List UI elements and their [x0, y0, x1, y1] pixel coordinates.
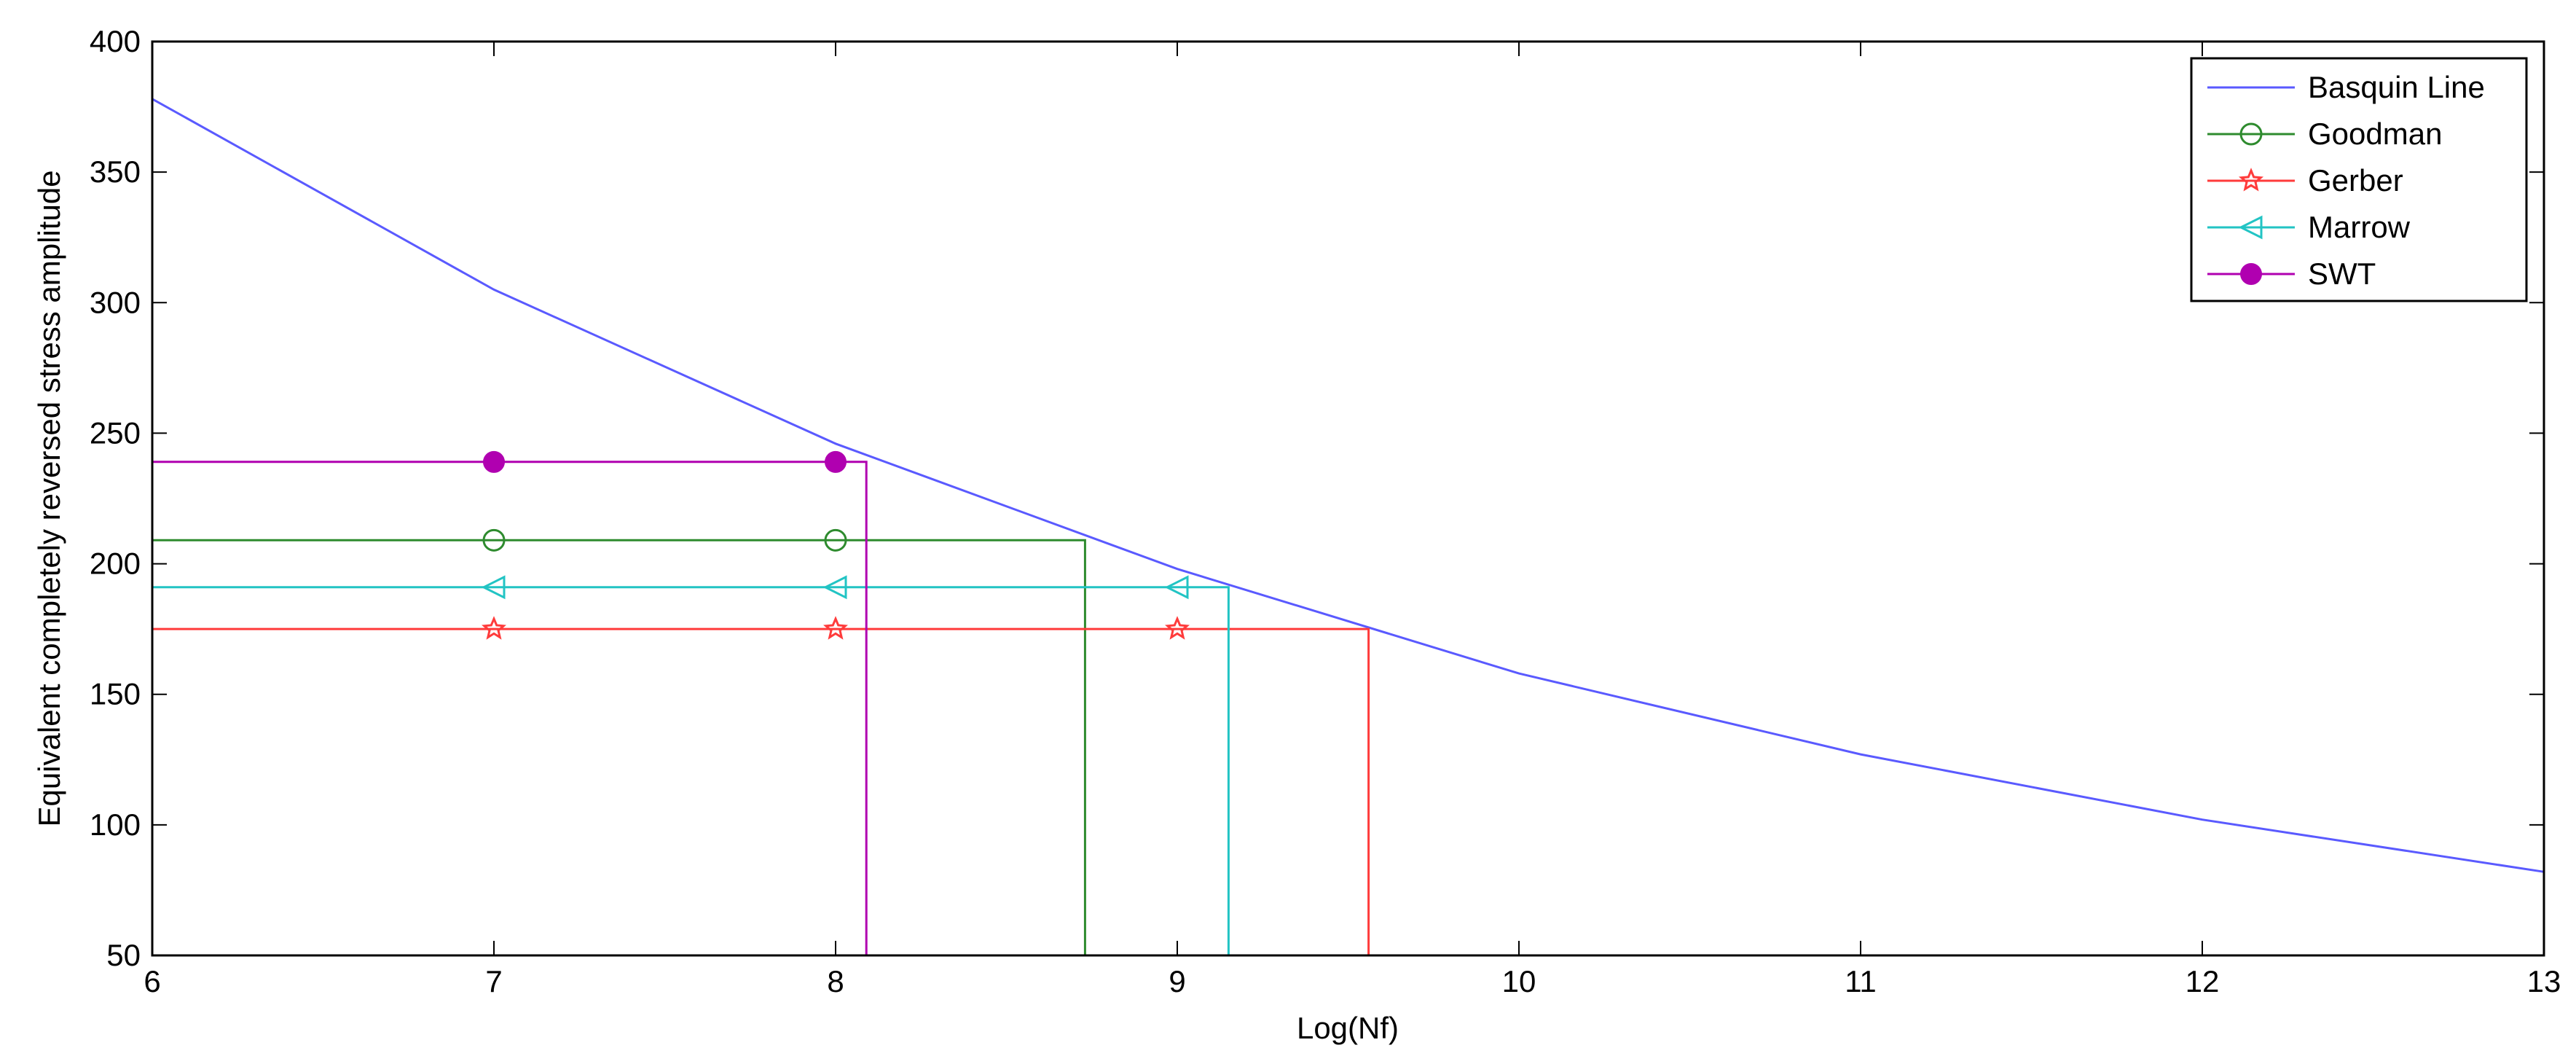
legend-label-basquin-line: Basquin Line [2308, 70, 2485, 104]
series-markers [481, 450, 1190, 640]
series-line-marrow [152, 586, 1230, 955]
legend-marker-gerber [2238, 168, 2264, 192]
plot-area [152, 42, 2544, 955]
data-point-marrow [1164, 575, 1189, 600]
legend-marker-swt [2240, 263, 2262, 285]
x-tick-label: 11 [1845, 964, 1877, 998]
axis-ticks: 6 7 8 9 10 11 12 13 50 100 150 200 250 300 350 400 [90, 24, 2561, 998]
data-point-gerber [1165, 616, 1190, 640]
series-line-basquin-line [152, 98, 2545, 873]
series-line-goodman [152, 539, 1086, 955]
y-tick-label: 400 [90, 24, 141, 58]
data-point-swt [483, 450, 505, 473]
y-axis-label: Equivalent completely reversed stress am… [32, 170, 66, 826]
y-tick-label: 50 [106, 938, 141, 972]
x-tick-label: 10 [1502, 964, 1536, 998]
y-tick-label: 100 [90, 807, 141, 842]
series-line-gerber [152, 627, 1370, 955]
legend-label-gerber: Gerber [2308, 163, 2403, 197]
x-tick-label: 9 [1169, 964, 1185, 998]
data-point-swt [825, 450, 847, 473]
plot-frame [151, 40, 2545, 957]
series-lines [152, 98, 2545, 955]
legend-label-swt: SWT [2308, 257, 2376, 291]
data-point-goodman [824, 528, 847, 552]
data-point-marrow [481, 575, 506, 600]
data-point-goodman [482, 528, 506, 552]
y-tick-label: 250 [90, 415, 141, 450]
data-point-gerber [482, 616, 506, 640]
y-tick-label: 200 [90, 547, 141, 581]
series-line-swt [152, 461, 868, 955]
data-point-gerber [823, 616, 848, 640]
x-tick-label: 8 [827, 964, 844, 998]
x-tick-label: 6 [144, 964, 160, 998]
y-tick-label: 300 [90, 285, 141, 319]
legend-label-goodman: Goodman [2308, 117, 2442, 151]
x-tick-label: 12 [2186, 964, 2220, 998]
data-point-marrow [822, 575, 847, 600]
x-tick-label: 13 [2527, 964, 2561, 998]
y-tick-label: 350 [90, 154, 141, 189]
legend-marker-marrow [2238, 215, 2263, 240]
x-axis-label: Log(Nf) [1297, 1011, 1399, 1045]
legend: Basquin Line Goodman Gerber Marrow SWT [2190, 57, 2528, 302]
x-tick-label: 7 [485, 964, 502, 998]
y-tick-label: 150 [90, 677, 141, 711]
legend-label-marrow: Marrow [2308, 210, 2411, 244]
legend-marker-goodman [2239, 122, 2263, 146]
